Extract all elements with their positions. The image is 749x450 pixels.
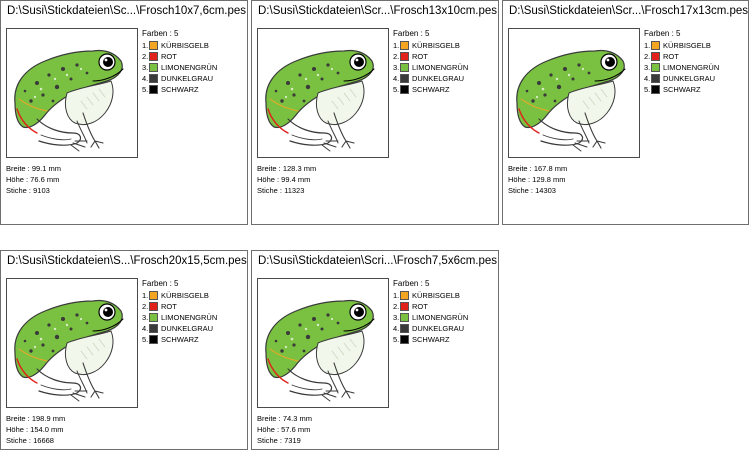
color-list: 1. KÜRBISGELB 2. ROT 3. LIMONENGRÜN 4. DUNKE… (393, 40, 468, 95)
width-stat: Breite : 99.1 mm (6, 164, 62, 173)
design-stats: Breite : 128.3 mm Höhe : 99.4 mm Stiche … (257, 163, 316, 196)
color-row: 2. ROT (393, 52, 428, 61)
color-swatch-3 (149, 74, 158, 83)
colors-count-label: Farben : 5 (393, 29, 430, 38)
design-stats: Breite : 99.1 mm Höhe : 76.6 mm Stiche :… (6, 163, 61, 196)
file-path-title: D:\Susi\Stickdateien\S...\Frosch20x15,5c… (7, 255, 247, 267)
height-stat: Höhe : 154.0 mm (6, 425, 64, 434)
design-card-3[interactable]: D:\Susi\Stickdateien\Scr...\Frosch17x13c… (502, 0, 749, 225)
color-swatch-0 (400, 41, 409, 50)
color-row: 1. KÜRBISGELB (142, 41, 209, 50)
stitches-stat: Stiche : 7319 (257, 436, 301, 445)
color-row: 2. ROT (142, 302, 177, 311)
design-stats: Breite : 74.3 mm Höhe : 57.6 mm Stiche :… (257, 413, 312, 446)
colors-count-label: Farben : 5 (644, 29, 681, 38)
width-stat: Breite : 198.9 mm (6, 414, 66, 423)
color-swatch-4 (400, 85, 409, 94)
color-row: 5. SCHWARZ (142, 335, 199, 344)
color-row: 3. LIMONENGRÜN (644, 63, 720, 72)
color-swatch-3 (400, 324, 409, 333)
color-row: 1. KÜRBISGELB (644, 41, 711, 50)
design-card-5[interactable]: D:\Susi\Stickdateien\Scri...\Frosch7,5x6… (251, 250, 499, 450)
color-row: 1. KÜRBISGELB (142, 291, 209, 300)
color-row: 3. LIMONENGRÜN (393, 313, 469, 322)
color-swatch-2 (149, 63, 158, 72)
colors-count-label: Farben : 5 (142, 279, 179, 288)
color-swatch-4 (651, 85, 660, 94)
design-card-1[interactable]: D:\Susi\Stickdateien\Sc...\Frosch10x7,6c… (0, 0, 248, 225)
color-list: 1. KÜRBISGELB 2. ROT 3. LIMONENGRÜN 4. DUNKE… (142, 40, 217, 95)
color-row: 4. DUNKELGRAU (142, 74, 214, 83)
width-stat: Breite : 167.8 mm (508, 164, 568, 173)
file-path-title: D:\Susi\Stickdateien\Scr...\Frosch13x10c… (258, 5, 498, 17)
stitches-stat: Stiche : 9103 (6, 186, 50, 195)
file-path-title: D:\Susi\Stickdateien\Scr...\Frosch17x13c… (509, 5, 749, 17)
color-swatch-2 (400, 63, 409, 72)
color-swatch-2 (651, 63, 660, 72)
color-row: 5. SCHWARZ (644, 85, 701, 94)
color-row: 3. LIMONENGRÜN (393, 63, 469, 72)
color-row: 3. LIMONENGRÜN (142, 313, 218, 322)
colors-count-label: Farben : 5 (393, 279, 430, 288)
stitches-stat: Stiche : 16668 (6, 436, 54, 445)
frog-embroidery-preview (508, 28, 640, 158)
design-stats: Breite : 198.9 mm Höhe : 154.0 mm Stiche… (6, 413, 65, 446)
color-swatch-4 (149, 85, 158, 94)
height-stat: Höhe : 76.6 mm (6, 175, 60, 184)
file-path-title: D:\Susi\Stickdateien\Scri...\Frosch7,5x6… (258, 255, 498, 267)
color-swatch-3 (149, 324, 158, 333)
color-swatch-1 (651, 52, 660, 61)
color-swatch-3 (400, 74, 409, 83)
color-list: 1. KÜRBISGELB 2. ROT 3. LIMONENGRÜN 4. DUNKE… (142, 290, 217, 345)
design-card-2[interactable]: D:\Susi\Stickdateien\Scr...\Frosch13x10c… (251, 0, 499, 225)
color-list: 1. KÜRBISGELB 2. ROT 3. LIMONENGRÜN 4. DUNKE… (644, 40, 719, 95)
height-stat: Höhe : 99.4 mm (257, 175, 311, 184)
colors-count-label: Farben : 5 (142, 29, 179, 38)
frog-embroidery-preview (257, 278, 389, 408)
color-swatch-0 (651, 41, 660, 50)
color-row: 1. KÜRBISGELB (393, 41, 460, 50)
file-path-title: D:\Susi\Stickdateien\Sc...\Frosch10x7,6c… (7, 5, 247, 17)
color-row: 1. KÜRBISGELB (393, 291, 460, 300)
design-stats: Breite : 167.8 mm Höhe : 129.8 mm Stiche… (508, 163, 567, 196)
color-swatch-3 (651, 74, 660, 83)
color-swatch-4 (149, 335, 158, 344)
stitches-stat: Stiche : 11323 (257, 186, 305, 195)
color-row: 5. SCHWARZ (393, 85, 450, 94)
color-swatch-4 (400, 335, 409, 344)
color-swatch-1 (149, 302, 158, 311)
color-row: 3. LIMONENGRÜN (142, 63, 218, 72)
frog-embroidery-preview (257, 28, 389, 158)
color-swatch-0 (400, 291, 409, 300)
width-stat: Breite : 128.3 mm (257, 164, 317, 173)
color-row: 5. SCHWARZ (142, 85, 199, 94)
height-stat: Höhe : 57.6 mm (257, 425, 311, 434)
color-row: 4. DUNKELGRAU (142, 324, 214, 333)
design-card-4[interactable]: D:\Susi\Stickdateien\S...\Frosch20x15,5c… (0, 250, 248, 450)
color-row: 4. DUNKELGRAU (393, 74, 465, 83)
color-row: 2. ROT (393, 302, 428, 311)
color-row: 2. ROT (644, 52, 679, 61)
color-swatch-1 (149, 52, 158, 61)
color-swatch-1 (400, 302, 409, 311)
color-row: 4. DUNKELGRAU (644, 74, 716, 83)
frog-embroidery-preview (6, 278, 138, 408)
frog-embroidery-preview (6, 28, 138, 158)
color-swatch-0 (149, 291, 158, 300)
color-swatch-0 (149, 41, 158, 50)
color-row: 4. DUNKELGRAU (393, 324, 465, 333)
color-swatch-2 (400, 313, 409, 322)
color-row: 2. ROT (142, 52, 177, 61)
color-row: 5. SCHWARZ (393, 335, 450, 344)
height-stat: Höhe : 129.8 mm (508, 175, 566, 184)
color-swatch-2 (149, 313, 158, 322)
stitches-stat: Stiche : 14303 (508, 186, 556, 195)
color-swatch-1 (400, 52, 409, 61)
color-list: 1. KÜRBISGELB 2. ROT 3. LIMONENGRÜN 4. DUNKE… (393, 290, 468, 345)
width-stat: Breite : 74.3 mm (257, 414, 313, 423)
